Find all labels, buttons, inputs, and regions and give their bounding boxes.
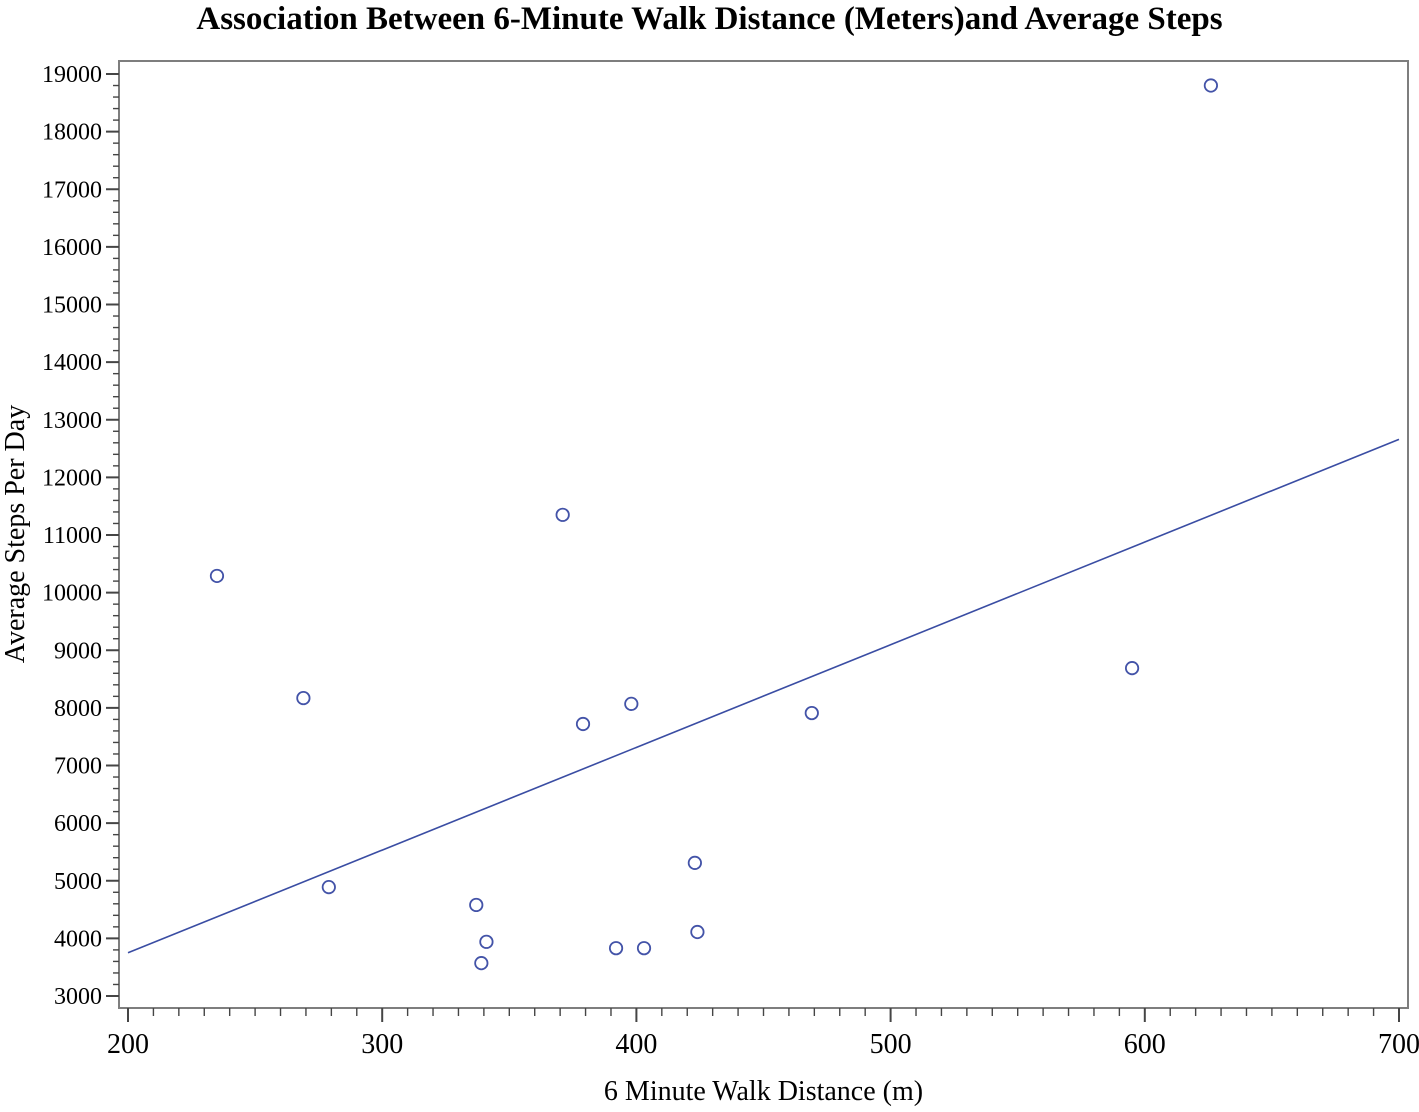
y-tick-label: 4000	[54, 926, 102, 952]
data-point	[636, 941, 652, 956]
y-tick-label: 3000	[54, 984, 102, 1010]
regression-line	[127, 438, 1400, 954]
y-tick-label: 12000	[42, 465, 102, 491]
y-tick-label: 8000	[54, 696, 102, 722]
data-point	[575, 716, 591, 732]
data-point	[479, 934, 494, 949]
chart-title: Association Between 6-Minute Walk Distan…	[196, 1, 1223, 37]
y-tick-label: 17000	[42, 177, 102, 203]
data-point	[555, 507, 570, 522]
data-point	[608, 941, 624, 956]
x-tick-label: 600	[1124, 1029, 1166, 1060]
data-point	[474, 956, 489, 971]
y-tick-label: 13000	[42, 408, 102, 434]
y-tick-label: 6000	[54, 811, 102, 837]
data-point	[469, 897, 484, 913]
data-point	[804, 705, 819, 721]
data-point	[1124, 661, 1140, 676]
y-tick-label: 15000	[42, 293, 102, 319]
y-tick-label: 19000	[42, 62, 102, 88]
y-tick-label: 11000	[43, 523, 102, 549]
data-point	[296, 690, 311, 706]
x-tick-label: 300	[361, 1029, 403, 1060]
plot-frame	[118, 60, 1409, 1009]
data-point	[1203, 78, 1218, 93]
y-tick-label: 18000	[42, 120, 102, 146]
x-tick-label: 700	[1378, 1029, 1419, 1060]
y-tick-label: 7000	[54, 754, 102, 780]
data-point	[209, 568, 225, 584]
data-point	[687, 855, 702, 870]
x-axis-title: 6 Minute Walk Distance (m)	[603, 1076, 924, 1107]
x-tick-label: 400	[615, 1029, 657, 1060]
data-point	[321, 879, 336, 895]
x-tick-label: 200	[107, 1029, 149, 1060]
y-tick-label: 9000	[54, 638, 102, 664]
data-point	[690, 924, 705, 940]
y-tick-label: 16000	[42, 235, 102, 261]
x-tick-label: 500	[870, 1029, 912, 1060]
y-tick-label: 14000	[42, 350, 102, 376]
data-point	[624, 696, 639, 711]
y-tick-label: 5000	[54, 869, 102, 895]
y-tick-label: 10000	[42, 581, 102, 607]
